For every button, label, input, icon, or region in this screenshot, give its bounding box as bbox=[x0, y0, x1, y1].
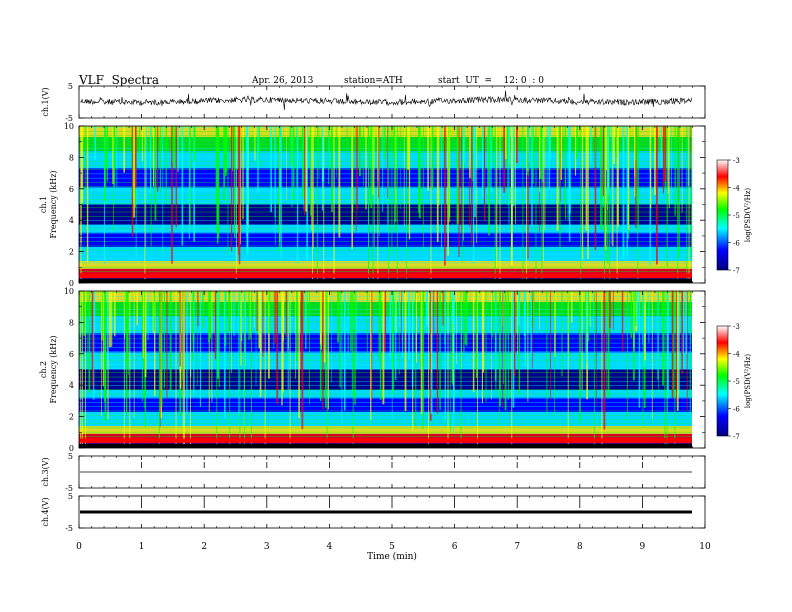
y-tick-label: 2 bbox=[69, 413, 74, 422]
figure-title: VLF Spectra bbox=[79, 73, 160, 87]
colorbar-swatch bbox=[716, 159, 729, 271]
y-tick-label: 6 bbox=[69, 350, 74, 359]
spectrogram-band bbox=[79, 397, 692, 412]
colorbar-tick-label: -4 bbox=[733, 185, 740, 193]
x-tick-label: 2 bbox=[201, 542, 207, 552]
y-tick-label: -5 bbox=[65, 484, 73, 493]
y-axis-label: ch.1 bbox=[39, 196, 48, 213]
ch1-spectrogram-panel: 0 2 4 6 8 10 ch.1 Frequency (kHz) bbox=[39, 122, 706, 288]
y-tick-label: 5 bbox=[68, 452, 73, 461]
x-tick-label: 1 bbox=[139, 542, 145, 552]
colorbar-label: log(PSD(V²/Hz) bbox=[744, 354, 752, 409]
x-tick-label: 10 bbox=[699, 542, 711, 552]
spectrogram-hum-band bbox=[79, 273, 692, 278]
x-tick-label: 4 bbox=[327, 542, 333, 552]
y-axis-label: ch.3(V) bbox=[41, 457, 50, 486]
colorbar-tick-label: -3 bbox=[733, 157, 740, 165]
x-tick-label: 5 bbox=[389, 542, 395, 552]
spectrogram-band bbox=[79, 187, 692, 205]
x-tick-label: 9 bbox=[640, 542, 646, 552]
x-tick-label: 3 bbox=[264, 542, 270, 552]
colorbar-tick-label: -6 bbox=[733, 406, 740, 414]
colorbar-tick-label: -5 bbox=[733, 378, 740, 386]
ch4-waveform-panel: 5 -5 ch.4(V) bbox=[41, 492, 706, 533]
y-axis-label: ch.1(V) bbox=[41, 87, 50, 116]
date-label: Apr. 26, 2013 bbox=[252, 76, 314, 86]
colorbar-swatch bbox=[716, 325, 729, 437]
y-tick-label: 5 bbox=[68, 82, 73, 91]
station-label: station=ATH bbox=[344, 76, 403, 86]
spectrogram-band bbox=[79, 426, 692, 434]
colorbar-ch1: -3 -4 -5 -6 -7 log(PSD(V²/Hz) bbox=[716, 157, 752, 275]
y-axis-label: ch.2 bbox=[39, 361, 48, 378]
y-tick-label: 4 bbox=[69, 216, 74, 225]
spectrogram-hum-band bbox=[79, 438, 692, 443]
spectrogram-band bbox=[79, 261, 692, 269]
start-time-label: start UT = 12: 0 : 0 bbox=[438, 76, 544, 86]
y-tick-label: -5 bbox=[65, 114, 73, 123]
y-tick-label: 10 bbox=[64, 122, 74, 131]
ch1-waveform-panel: 5 -5 ch.1(V) bbox=[41, 82, 706, 123]
colorbar-tick-label: -4 bbox=[733, 351, 740, 359]
colorbar-label: log(PSD(V²/Hz) bbox=[744, 188, 752, 243]
ch3-waveform-panel: 5 -5 ch.3(V) bbox=[41, 452, 706, 493]
y-axis-label: Frequency (kHz) bbox=[49, 170, 58, 238]
y-tick-label: 8 bbox=[69, 153, 74, 162]
colorbar-tick-label: -6 bbox=[733, 240, 740, 248]
x-tick-label: 0 bbox=[76, 542, 82, 552]
y-tick-label: 8 bbox=[69, 318, 74, 327]
y-tick-label: 6 bbox=[69, 185, 74, 194]
colorbar-tick-label: -7 bbox=[733, 267, 740, 275]
time-axis: 0 1 2 3 4 5 6 7 8 9 10 Time (min) bbox=[76, 542, 711, 562]
x-axis-label: Time (min) bbox=[367, 551, 417, 562]
colorbar-ch2: -3 -4 -5 -6 -7 log(PSD(V²/Hz) bbox=[716, 323, 752, 441]
x-tick-label: 6 bbox=[452, 542, 458, 552]
y-tick-label: 2 bbox=[69, 248, 74, 257]
y-tick-label: 0 bbox=[69, 279, 74, 288]
y-axis-label: ch.4(V) bbox=[41, 497, 50, 526]
spectrogram-band bbox=[79, 204, 692, 225]
y-tick-label: 4 bbox=[69, 381, 74, 390]
colorbar-tick-label: -5 bbox=[733, 212, 740, 220]
colorbar-tick-label: -7 bbox=[733, 433, 740, 441]
ch2-spectrogram-panel: 0 2 4 6 8 10 ch.2 Frequency (kHz) bbox=[39, 287, 706, 453]
x-tick-label: 8 bbox=[577, 542, 583, 552]
y-tick-label: 10 bbox=[64, 287, 74, 296]
y-tick-label: 5 bbox=[68, 492, 73, 501]
spectrogram-band bbox=[79, 232, 692, 247]
waveform-trace bbox=[79, 90, 693, 111]
x-tick-label: 7 bbox=[514, 542, 520, 552]
spectrogram-low-band bbox=[79, 444, 692, 448]
spectrogram-band bbox=[79, 352, 692, 370]
spectrogram-band bbox=[79, 369, 692, 390]
colorbar-tick-label: -3 bbox=[733, 323, 740, 331]
y-tick-label: 0 bbox=[69, 444, 74, 453]
spectrogram-low-band bbox=[79, 279, 692, 283]
y-tick-label: -5 bbox=[65, 524, 73, 533]
y-axis-label: Frequency (kHz) bbox=[49, 335, 58, 403]
